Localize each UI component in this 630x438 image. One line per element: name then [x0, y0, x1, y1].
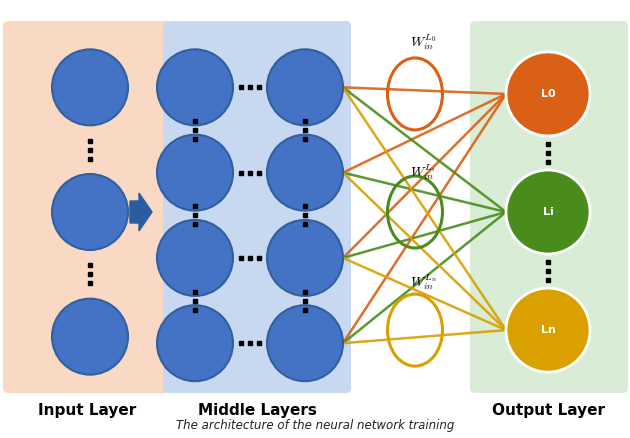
Text: $W_{in}^{L_i}$: $W_{in}^{L_i}$	[410, 162, 435, 182]
Circle shape	[506, 170, 590, 254]
Text: The architecture of the neural network training: The architecture of the neural network t…	[176, 419, 454, 432]
Circle shape	[52, 174, 128, 250]
Text: Middle Layers: Middle Layers	[198, 403, 316, 417]
Text: Ln: Ln	[541, 325, 556, 335]
Circle shape	[267, 220, 343, 296]
Circle shape	[52, 299, 128, 374]
Circle shape	[267, 305, 343, 381]
FancyBboxPatch shape	[3, 21, 171, 393]
Text: Output Layer: Output Layer	[491, 403, 605, 417]
Circle shape	[52, 49, 128, 125]
Circle shape	[157, 134, 233, 211]
Text: Input Layer: Input Layer	[38, 403, 136, 417]
Circle shape	[267, 134, 343, 211]
Text: Li: Li	[542, 207, 553, 217]
Text: $W_{in}^{L_0}$: $W_{in}^{L_0}$	[410, 32, 437, 52]
Circle shape	[506, 288, 590, 372]
FancyBboxPatch shape	[470, 21, 628, 393]
Text: L0: L0	[541, 89, 555, 99]
Circle shape	[157, 49, 233, 125]
Circle shape	[506, 52, 590, 136]
Circle shape	[157, 220, 233, 296]
FancyBboxPatch shape	[163, 21, 351, 393]
Circle shape	[157, 305, 233, 381]
Circle shape	[267, 49, 343, 125]
Text: $W_{in}^{L_n}$: $W_{in}^{L_n}$	[410, 272, 437, 292]
FancyArrow shape	[130, 193, 152, 231]
